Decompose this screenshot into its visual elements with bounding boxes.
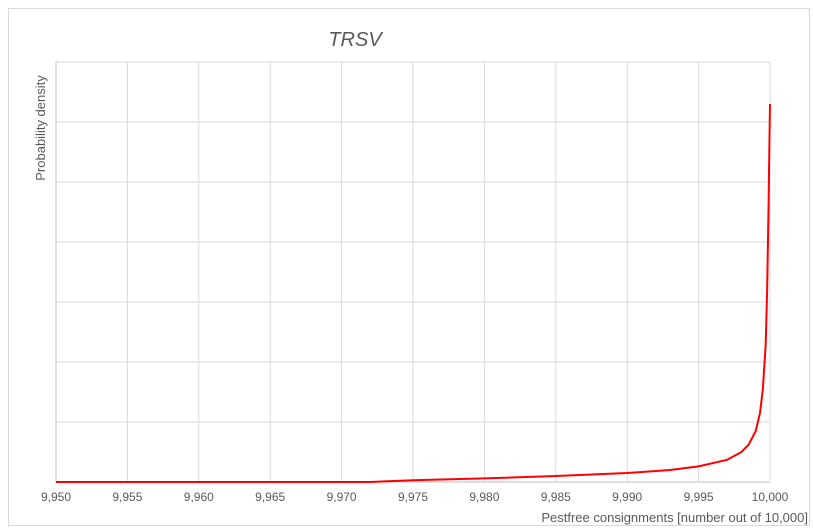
series-layer — [56, 103, 771, 483]
x-tick-label: 9,965 — [255, 490, 285, 504]
x-tick-label: 9,980 — [469, 490, 499, 504]
gridlines — [55, 61, 771, 483]
x-tick-label: 9,995 — [684, 490, 714, 504]
x-tick-label: 9,970 — [327, 490, 357, 504]
y-axis-label: Probability density — [33, 75, 48, 181]
chart-frame — [8, 8, 810, 526]
x-tick-label: 9,955 — [112, 490, 142, 504]
x-tick-label: 9,960 — [184, 490, 214, 504]
x-tick-label: 9,975 — [398, 490, 428, 504]
x-tick-labels: 9,950 9,955 9,960 9,965 9,970 9,975 9,980 9,985… — [41, 490, 789, 504]
x-tick-label: 9,990 — [612, 490, 642, 504]
x-tick-label: 10,000 — [752, 490, 789, 504]
series-line — [56, 103, 771, 483]
x-tick-label: 9,950 — [41, 490, 71, 504]
x-tick-label: 9,985 — [541, 490, 571, 504]
x-axis-label: Pestfree consignments [number out of 10,… — [541, 510, 808, 525]
chart-title: TRSV — [328, 29, 383, 51]
